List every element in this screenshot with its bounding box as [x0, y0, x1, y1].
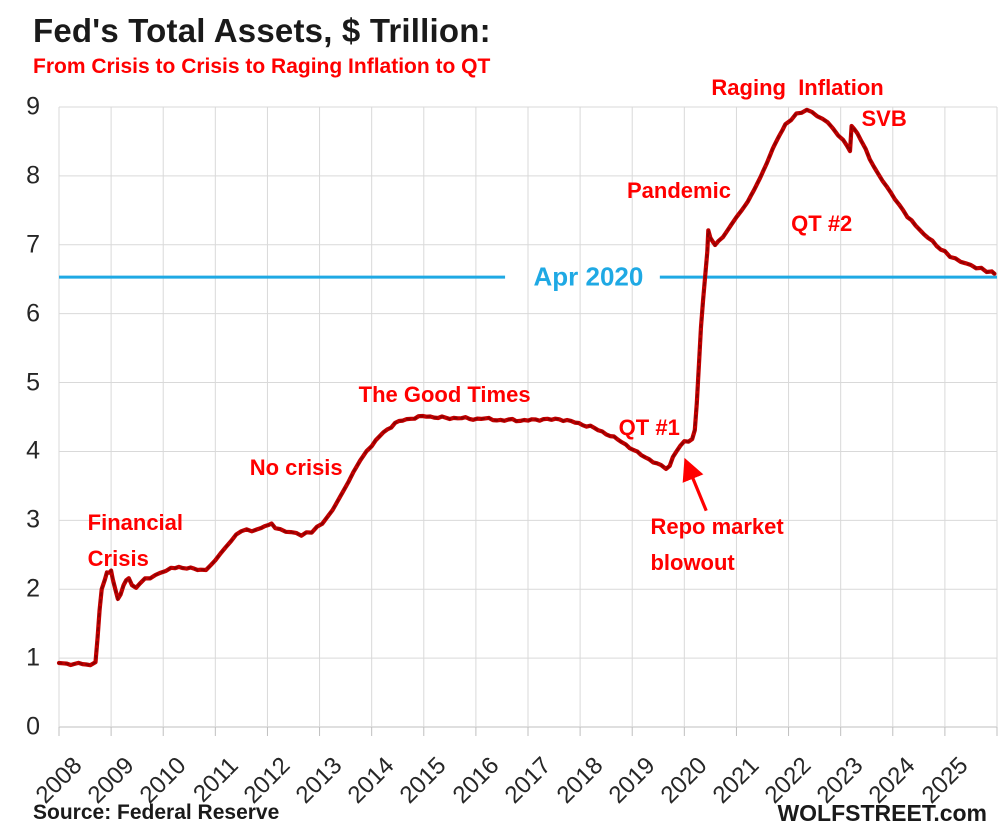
- y-axis-label: 7: [26, 230, 40, 259]
- y-axis-label: 4: [26, 436, 40, 465]
- y-axis-label: 6: [26, 299, 40, 328]
- y-axis-label: 2: [26, 574, 40, 603]
- y-axis-label: 0: [26, 712, 40, 741]
- chart-subtitle: From Crisis to Crisis to Raging Inflatio…: [33, 55, 491, 78]
- y-axis-label: 5: [26, 368, 40, 397]
- y-axis-label: 3: [26, 505, 40, 534]
- annotation-financial-crisis: Financial Crisis: [87, 510, 184, 572]
- annotation-svb: SVB: [861, 105, 907, 131]
- source-note: Source: Federal Reserve: [33, 801, 280, 824]
- annotation-pandemic: Pandemic: [627, 178, 731, 204]
- repo-arrow: [682, 457, 708, 512]
- annotation-raging-inflation: Raging Inflation: [711, 75, 884, 101]
- y-axis-label: 9: [26, 92, 40, 121]
- branding-wolfstreet: WOLFSTREET.com: [777, 800, 987, 826]
- y-axis-label: 1: [26, 643, 40, 672]
- annotation-qt-2: QT #2: [791, 211, 853, 237]
- page-title: Fed's Total Assets, $ Trillion:: [33, 12, 491, 49]
- y-axis-label: 8: [26, 161, 40, 190]
- annotation-qt-1: QT #1: [618, 415, 680, 441]
- annotation-no-crisis: No crisis: [249, 455, 343, 481]
- annotation-good-times: The Good Times: [358, 382, 531, 408]
- series-line-marker-texture: [57, 108, 996, 667]
- annotation-repo-blowout: Repo market blowout: [650, 514, 784, 576]
- reference-line-label: Apr 2020: [533, 261, 644, 292]
